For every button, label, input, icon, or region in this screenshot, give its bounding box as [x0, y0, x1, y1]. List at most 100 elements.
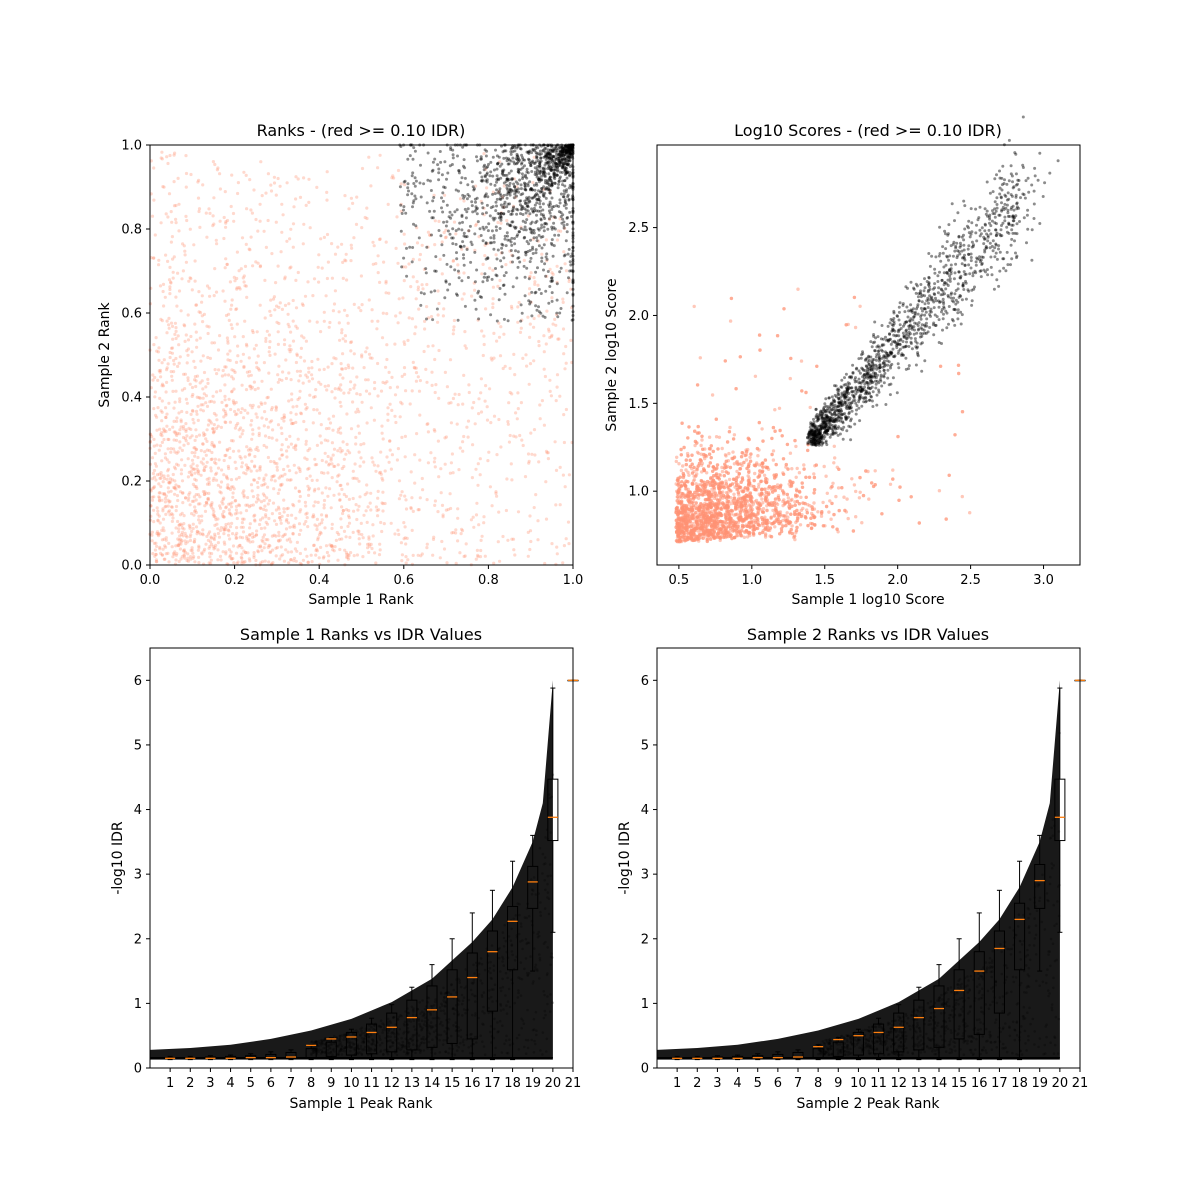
ranks-red-point	[267, 333, 271, 337]
ranks-red-point	[353, 383, 357, 387]
ranks-red-point	[207, 546, 211, 550]
ranks-black-point	[523, 250, 527, 254]
ranks-red-point	[469, 518, 473, 522]
ranks-red-point	[295, 369, 299, 373]
ranks-red-point	[330, 242, 334, 246]
ranks-red-point	[304, 339, 308, 343]
ranks-black-point	[550, 208, 554, 211]
ranks-red-point	[190, 394, 194, 398]
ranks-red-point	[179, 468, 184, 472]
ranks-red-point	[200, 294, 204, 298]
ranks-red-point	[289, 418, 293, 422]
ranks-black-point	[502, 274, 506, 278]
ranks-red-point	[513, 553, 517, 557]
ranks-red-point	[262, 478, 266, 482]
ranks-red-point	[528, 529, 533, 533]
ranks-red-point	[385, 380, 389, 384]
ranks-black-point	[405, 274, 409, 278]
ranks-red-point	[516, 305, 520, 309]
ranks-red-point	[211, 224, 215, 228]
ranks-red-point	[264, 191, 268, 195]
ranks-black-point	[550, 196, 554, 200]
ranks-red-point	[326, 260, 330, 264]
ranks-black-point	[490, 229, 494, 233]
ranks-red-point	[383, 469, 387, 473]
ranks-black-point	[493, 192, 497, 196]
ranks-red-point	[343, 334, 347, 338]
ranks-black-point	[478, 295, 482, 299]
ranks-red-point	[368, 392, 372, 396]
ranks-red-point	[193, 378, 197, 382]
ranks-red-point	[362, 513, 366, 517]
ranks-red-point	[396, 168, 401, 173]
ranks-black-point	[567, 247, 571, 251]
ranks-black-point	[485, 278, 489, 282]
ranks-black-point	[451, 156, 455, 160]
ranks-red-point	[180, 555, 184, 559]
ranks-red-point	[197, 472, 201, 476]
ranks-red-point	[172, 447, 176, 451]
ranks-red-point	[181, 491, 185, 495]
ranks-y-axis-label: Sample 2 Rank	[97, 301, 113, 407]
ranks-red-point	[367, 537, 371, 541]
ranks-red-point	[168, 477, 172, 481]
ranks-black-point	[492, 168, 496, 172]
ranks-red-point	[343, 194, 347, 198]
ranks-red-point	[226, 477, 230, 481]
ranks-red-point	[185, 410, 189, 414]
ranks-x-tick-label: 0.4	[309, 573, 330, 588]
ranks-red-point	[358, 464, 362, 468]
ranks-red-point	[479, 391, 483, 395]
ranks-red-point	[255, 496, 260, 500]
ranks-red-point	[177, 432, 182, 436]
ranks-red-point	[151, 486, 155, 490]
ranks-red-point	[359, 274, 363, 278]
ranks-red-point	[385, 357, 389, 362]
ranks-red-point	[276, 505, 281, 509]
ranks-red-point	[338, 446, 342, 450]
ranks-red-point	[236, 344, 240, 348]
ranks-red-point	[385, 312, 389, 316]
ranks-red-point	[215, 522, 219, 526]
ranks-red-point	[269, 189, 274, 193]
ranks-red-point	[181, 269, 185, 273]
ranks-red-point	[311, 421, 315, 425]
ranks-red-point	[297, 499, 301, 503]
ranks-black-point	[495, 154, 499, 158]
ranks-black-point	[558, 177, 562, 181]
ranks-red-point	[206, 538, 210, 543]
ranks-red-point	[234, 360, 239, 364]
ranks-red-point	[400, 402, 404, 406]
ranks-red-point	[555, 552, 559, 556]
ranks-red-point	[467, 390, 471, 395]
ranks-red-point	[508, 390, 512, 395]
ranks-black-point	[553, 227, 557, 231]
ranks-red-point	[268, 498, 272, 503]
ranks-red-point	[167, 192, 172, 196]
ranks-red-point	[486, 459, 490, 463]
ranks-red-point	[224, 313, 229, 318]
ranks-red-point	[417, 307, 421, 311]
ranks-black-point	[489, 170, 493, 174]
ranks-red-point	[169, 210, 173, 214]
ranks-black-point	[495, 228, 498, 232]
ranks-red-point	[174, 483, 178, 487]
ranks-red-point	[555, 238, 560, 242]
ranks-black-point	[534, 248, 538, 252]
ranks-red-point	[262, 498, 266, 503]
ranks-black-point	[454, 229, 458, 233]
ranks-red-point	[176, 543, 180, 547]
ranks-red-point	[183, 339, 187, 343]
ranks-red-point	[433, 456, 437, 460]
ranks-red-point	[555, 264, 559, 268]
ranks-red-point	[336, 449, 340, 453]
ranks-red-point	[345, 442, 349, 446]
ranks-black-point	[519, 212, 522, 216]
ranks-black-point	[497, 298, 501, 302]
ranks-red-point	[322, 498, 327, 503]
ranks-black-point	[481, 206, 485, 210]
ranks-red-point	[478, 473, 482, 477]
ranks-red-point	[190, 350, 194, 354]
ranks-red-point	[156, 519, 160, 523]
ranks-red-point	[205, 460, 209, 464]
